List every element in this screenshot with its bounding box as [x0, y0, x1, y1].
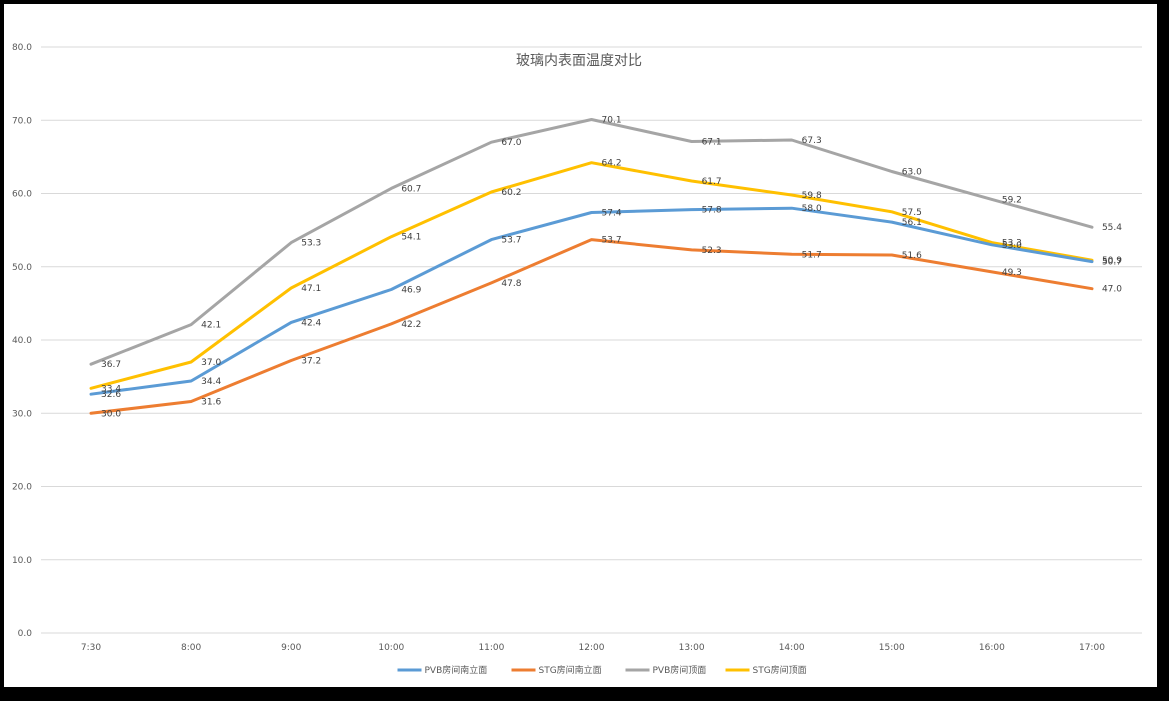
legend-item: PVB房间南立面: [397, 664, 488, 676]
x-tick-label: 10:00: [378, 643, 404, 653]
legend-label: PVB房间顶面: [653, 664, 707, 676]
data-label: 51.7: [802, 250, 822, 260]
data-label: 60.7: [401, 184, 421, 194]
x-axis-ticks: 7:30 8:00 9:00 10:00 11:00 12:00 13:00 14:00 15:…: [81, 643, 1105, 653]
data-label: 53.7: [501, 236, 521, 246]
y-tick-label: 30.0: [12, 409, 32, 419]
data-label: 59.2: [1002, 195, 1022, 205]
data-label: 53.3: [1002, 239, 1022, 249]
x-tick-label: 12:00: [579, 643, 605, 653]
data-label: 67.3: [802, 136, 822, 146]
data-label: 58.0: [802, 204, 822, 214]
legend-item: STG房间顶面: [725, 664, 807, 676]
data-label: 63.0: [902, 168, 922, 178]
data-label: 70.1: [602, 116, 622, 126]
gridlines: [41, 46, 1142, 634]
data-label: 42.2: [401, 320, 421, 330]
x-tick-label: 8:00: [181, 643, 201, 653]
data-label: 51.6: [902, 251, 922, 261]
y-tick-label: 20.0: [12, 483, 32, 493]
chart-area: 玻璃内表面温度对比 0.0 10.0 20.0 30.0 40.0 50.0 60.0 70.…: [4, 4, 1157, 687]
data-label: 47.0: [1102, 285, 1122, 295]
data-label: 31.6: [201, 398, 221, 408]
data-label: 50.7: [1102, 258, 1122, 268]
data-label: 47.1: [301, 284, 321, 294]
data-label: 54.1: [401, 233, 421, 243]
data-label: 53.7: [602, 236, 622, 246]
legend-item: STG房间南立面: [511, 664, 602, 676]
data-labels: 32.6 34.4 42.4 46.9 53.7 57.4 57.8 58.0 56.1 53.0…: [101, 116, 1122, 420]
legend-label: PVB房间南立面: [425, 664, 488, 676]
series-line: [89, 206, 1094, 396]
y-axis-ticks: 0.0 10.0 20.0 30.0 40.0 50.0 60.0 70.0 80.0: [12, 43, 32, 639]
legend-label: STG房间顶面: [753, 664, 807, 676]
x-tick-label: 14:00: [779, 643, 805, 653]
data-label: 42.4: [301, 318, 321, 328]
data-label: 64.2: [602, 159, 622, 169]
data-label: 50.9: [1102, 256, 1122, 266]
chart-title: 玻璃内表面温度对比: [516, 52, 642, 69]
x-tick-label: 7:30: [81, 643, 101, 653]
legend-label: STG房间南立面: [539, 664, 602, 676]
data-label: 36.7: [101, 360, 121, 370]
data-label: 32.6: [101, 390, 121, 400]
data-label: 59.8: [802, 191, 822, 201]
x-tick-label: 16:00: [979, 643, 1005, 653]
legend-item: PVB房间顶面: [625, 664, 707, 676]
y-tick-label: 0.0: [18, 629, 33, 639]
x-tick-label: 9:00: [281, 643, 301, 653]
y-tick-label: 50.0: [12, 263, 32, 273]
data-label: 52.3: [702, 246, 722, 256]
data-label: 67.0: [501, 138, 521, 148]
y-tick-label: 60.0: [12, 190, 32, 200]
data-label: 56.1: [902, 218, 922, 228]
data-label: 37.0: [201, 358, 221, 368]
data-label: 34.4: [201, 377, 221, 387]
data-label: 49.3: [1002, 268, 1022, 278]
data-label: 42.1: [201, 321, 221, 331]
y-tick-label: 80.0: [12, 43, 32, 53]
data-label: 61.7: [702, 177, 722, 187]
data-label: 46.9: [401, 285, 421, 295]
y-tick-label: 10.0: [12, 556, 32, 566]
x-tick-label: 17:00: [1079, 643, 1105, 653]
y-tick-label: 40.0: [12, 336, 32, 346]
line-chart: 玻璃内表面温度对比 0.0 10.0 20.0 30.0 40.0 50.0 60.0 70.…: [12, 43, 1142, 676]
data-label: 57.4: [602, 209, 622, 219]
data-label: 60.2: [501, 188, 521, 198]
data-label: 67.1: [702, 137, 722, 147]
series-line: [89, 238, 1094, 415]
legend: PVB房间南立面 STG房间南立面 PVB房间顶面 STG房间顶面: [397, 664, 807, 676]
data-label: 57.5: [902, 208, 922, 218]
y-tick-label: 70.0: [12, 116, 32, 126]
data-label: 53.3: [301, 239, 321, 249]
data-label: 53.0: [1002, 241, 1022, 251]
x-tick-label: 15:00: [879, 643, 905, 653]
data-label: 55.4: [1102, 223, 1122, 233]
series-lines: [89, 118, 1094, 415]
data-label: 47.8: [501, 279, 521, 289]
data-label: 57.8: [702, 206, 722, 216]
x-tick-label: 13:00: [679, 643, 705, 653]
data-label: 30.0: [101, 409, 121, 419]
series-line: [89, 118, 1094, 366]
series-line: [89, 161, 1094, 390]
data-label: 37.2: [301, 357, 321, 367]
data-label: 33.4: [101, 384, 121, 394]
x-tick-label: 11:00: [478, 643, 504, 653]
